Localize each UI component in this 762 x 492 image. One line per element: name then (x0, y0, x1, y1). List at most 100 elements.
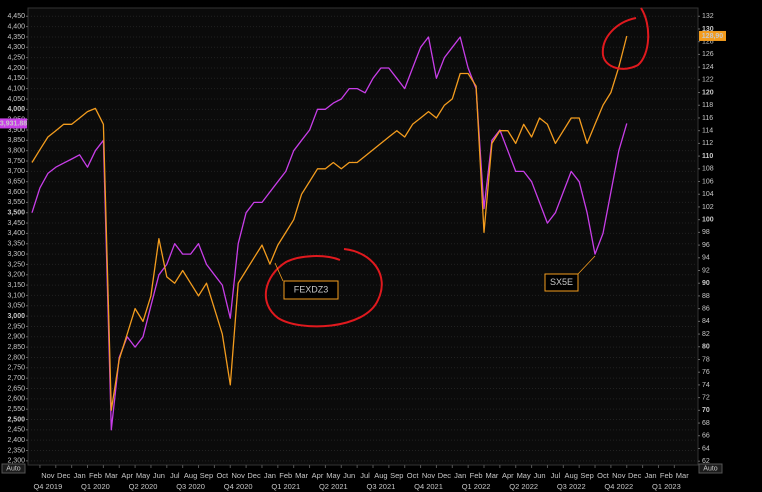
x-tick-label: May (517, 471, 531, 480)
quarter-label: Q3 2022 (557, 482, 586, 491)
axis-button[interactable] (1, 463, 26, 474)
y-tick-label: 3,300 (7, 251, 25, 258)
y2-tick-label: 106 (702, 178, 714, 185)
y-tick-label: 2,650 (7, 385, 25, 392)
y-tick-label: 3,600 (7, 189, 25, 196)
quarter-label: Q4 2022 (604, 482, 633, 491)
legend-label: SX5E (550, 277, 573, 287)
series-line (31, 36, 628, 431)
quarter-label: Q4 2019 (33, 482, 62, 491)
x-tick-label: Jun (153, 471, 165, 480)
y-tick-label: 3,200 (7, 272, 25, 279)
y2-tick-label: 126 (702, 51, 714, 58)
axis-button-label[interactable]: Auto (6, 465, 21, 472)
x-tick-label: May (136, 471, 150, 480)
y-tick-label: 2,700 (7, 375, 25, 382)
x-tick-label: Nov (232, 471, 246, 480)
quarter-label: Q3 2021 (367, 482, 396, 491)
y-tick-label: 4,250 (7, 54, 25, 61)
y-tick-label: 3,450 (7, 220, 25, 227)
y2-tick-label: 102 (702, 204, 714, 211)
x-tick-label: Nov (41, 471, 55, 480)
x-tick-label: Jul (360, 471, 370, 480)
x-tick-label: Aug (184, 471, 197, 480)
y2-tick-label: 98 (702, 229, 710, 236)
y-tick-label: 3,850 (7, 137, 25, 144)
last-value-box (699, 30, 726, 41)
legend-box (283, 280, 339, 300)
y-tick-label: 3,500 (7, 210, 25, 217)
x-tick-label: Nov (612, 471, 626, 480)
y-tick-label: 3,900 (7, 127, 25, 134)
x-tick-label: Oct (216, 471, 229, 480)
axis-button[interactable] (698, 463, 723, 474)
x-tick-label: May (326, 471, 340, 480)
quarter-label: Q1 2022 (462, 482, 491, 491)
x-tick-label: Feb (89, 471, 102, 480)
x-tick-label: Mar (485, 471, 498, 480)
y-tick-label: 4,000 (7, 106, 25, 113)
last-value-label: 3,931.88 (0, 120, 27, 127)
y2-tick-label: 66 (702, 433, 710, 440)
x-tick-label: Feb (470, 471, 483, 480)
quarter-label: Q2 2020 (129, 482, 158, 491)
series-line (31, 35, 628, 411)
quarter-label: Q2 2022 (509, 482, 538, 491)
y2-tick-label: 90 (702, 280, 710, 287)
x-tick-label: Dec (247, 471, 261, 480)
last-value-label: 128,90 (702, 33, 724, 40)
x-tick-label: Sep (580, 471, 593, 480)
y2-tick-label: 68 (702, 420, 710, 427)
y-tick-label: 4,300 (7, 44, 25, 51)
quarter-label: Q1 2023 (652, 482, 681, 491)
quarter-label: Q1 2021 (271, 482, 300, 491)
x-tick-label: Dec (438, 471, 452, 480)
y-tick-label: 3,750 (7, 158, 25, 165)
x-tick-label: Apr (121, 471, 133, 480)
y-tick-label: 3,700 (7, 168, 25, 175)
quarter-label: Q4 2020 (224, 482, 253, 491)
y2-tick-label: 70 (702, 407, 710, 414)
annotation-circle (601, 7, 650, 70)
x-tick-label: Aug (374, 471, 387, 480)
y2-tick-label: 112 (702, 140, 713, 147)
y2-tick-label: 80 (702, 344, 710, 351)
leader-line (274, 262, 284, 282)
y-tick-label: 3,350 (7, 241, 25, 248)
x-tick-label: Mar (295, 471, 308, 480)
x-tick-label: Apr (502, 471, 514, 480)
y-tick-label: 2,800 (7, 354, 25, 361)
y-tick-label: 2,600 (7, 396, 25, 403)
y-tick-label: 3,250 (7, 261, 25, 268)
y-tick-label: 4,150 (7, 75, 25, 82)
lines (31, 35, 628, 431)
x-tick-label: Sep (200, 471, 213, 480)
y-tick-label: 2,450 (7, 427, 25, 434)
y2-tick-label: 84 (702, 318, 710, 325)
x-tick-label: Apr (312, 471, 324, 480)
y2-tick-label: 86 (702, 305, 710, 312)
x-tick-label: Aug (565, 471, 578, 480)
y-tick-label: 3,000 (7, 313, 25, 320)
y-tick-label: 2,750 (7, 365, 25, 372)
y-tick-label: 3,800 (7, 148, 25, 155)
y-tick-label: 4,450 (7, 13, 25, 20)
legend-box (544, 273, 579, 292)
x-tick-label: Jun (533, 471, 545, 480)
y-tick-label: 2,850 (7, 344, 25, 351)
y2-tick-label: 82 (702, 331, 710, 338)
legend-label: FEXDZ3 (294, 284, 329, 294)
x-tick-label: Sep (390, 471, 403, 480)
y-tick-label: 2,500 (7, 416, 25, 423)
y-tick-label: 2,350 (7, 447, 25, 454)
annotation-circle (264, 248, 383, 328)
x-tick-label: Jul (551, 471, 561, 480)
y2-tick-label: 88 (702, 293, 710, 300)
y-tick-label: 3,100 (7, 292, 25, 299)
axis-button-label[interactable]: Auto (703, 465, 718, 472)
y2-tick-label: 64 (702, 445, 710, 452)
x-tick-label: Mar (676, 471, 689, 480)
y-tick-label: 4,350 (7, 34, 25, 41)
y2-tick-label: 62 (702, 458, 710, 465)
